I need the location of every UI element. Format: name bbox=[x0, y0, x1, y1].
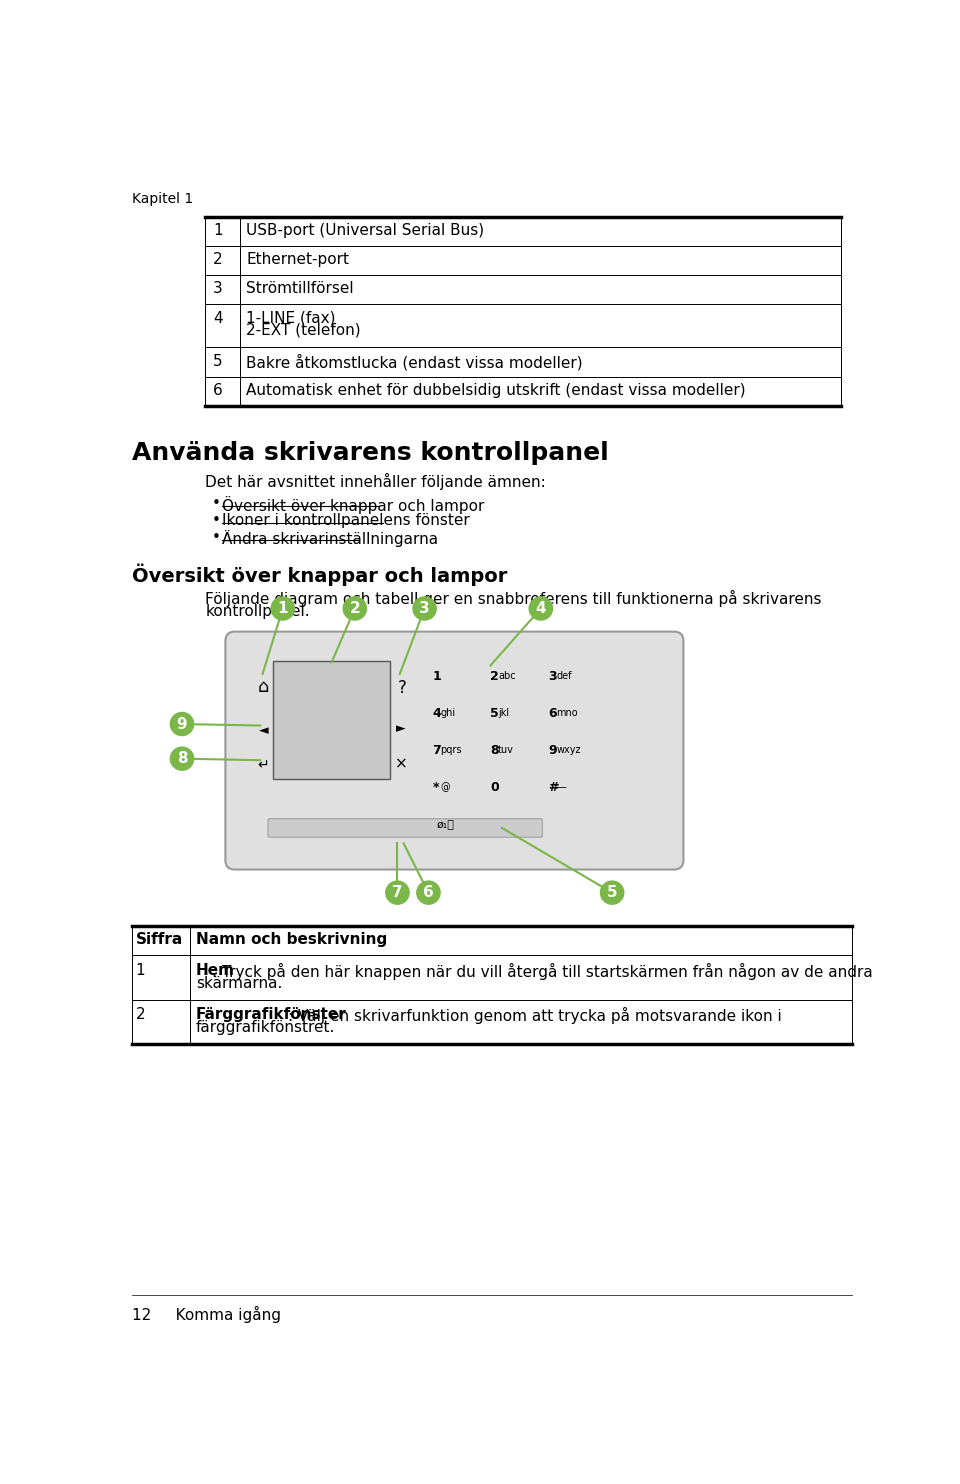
Text: ↵: ↵ bbox=[257, 758, 269, 773]
Text: •: • bbox=[211, 513, 221, 528]
Text: 5: 5 bbox=[607, 884, 617, 901]
Text: Kapitel 1: Kapitel 1 bbox=[132, 191, 193, 206]
Text: 6: 6 bbox=[423, 884, 434, 901]
Text: Siffra: Siffra bbox=[135, 932, 182, 947]
Text: #: # bbox=[548, 781, 559, 794]
Text: ◄: ◄ bbox=[259, 724, 269, 738]
Text: Ethernet-port: Ethernet-port bbox=[247, 252, 349, 267]
Text: 1: 1 bbox=[277, 601, 288, 616]
Text: 3: 3 bbox=[420, 601, 430, 616]
Circle shape bbox=[413, 597, 436, 620]
Text: jkl: jkl bbox=[498, 708, 510, 718]
Text: abc: abc bbox=[498, 671, 516, 681]
Text: färggrafikfönstret.: färggrafikfönstret. bbox=[196, 1021, 335, 1036]
Text: 12     Komma igång: 12 Komma igång bbox=[132, 1306, 280, 1324]
Text: wxyz: wxyz bbox=[557, 745, 581, 755]
Text: skärmarna.: skärmarna. bbox=[196, 976, 282, 991]
Text: Automatisk enhet för dubbelsidig utskrift (endast vissa modeller): Automatisk enhet för dubbelsidig utskrif… bbox=[247, 383, 746, 398]
Text: ►: ► bbox=[396, 721, 405, 735]
Text: Översikt över knappar och lampor: Översikt över knappar och lampor bbox=[223, 496, 485, 513]
Text: USB-port (Universal Serial Bus): USB-port (Universal Serial Bus) bbox=[247, 223, 485, 237]
FancyBboxPatch shape bbox=[274, 660, 390, 779]
Circle shape bbox=[386, 881, 409, 904]
Circle shape bbox=[344, 597, 367, 620]
Text: 2: 2 bbox=[349, 601, 360, 616]
Text: 7: 7 bbox=[392, 884, 403, 901]
Circle shape bbox=[601, 881, 624, 904]
Text: 4: 4 bbox=[536, 601, 546, 616]
Text: •: • bbox=[211, 496, 221, 510]
Text: 6: 6 bbox=[548, 706, 557, 720]
Text: *: * bbox=[432, 781, 439, 794]
Text: 5: 5 bbox=[213, 353, 223, 368]
Text: 4: 4 bbox=[432, 706, 441, 720]
Text: kontrollpanel.: kontrollpanel. bbox=[205, 604, 310, 619]
Text: 1-LINE (fax): 1-LINE (fax) bbox=[247, 310, 336, 325]
Text: : Välj en skrivarfunktion genom att trycka på motsvarande ikon i: : Välj en skrivarfunktion genom att tryc… bbox=[288, 1008, 782, 1024]
Text: : Tryck på den här knappen när du vill återgå till startskärmen från någon av de: : Tryck på den här knappen när du vill å… bbox=[212, 963, 873, 979]
Text: def: def bbox=[557, 671, 572, 681]
Text: Färggrafikfönster: Färggrafikfönster bbox=[196, 1008, 347, 1022]
Text: 9: 9 bbox=[177, 717, 187, 732]
Text: 1: 1 bbox=[135, 963, 145, 978]
Text: 2-EXT (telefon): 2-EXT (telefon) bbox=[247, 324, 361, 338]
Text: 2: 2 bbox=[491, 671, 499, 683]
Text: ghi: ghi bbox=[440, 708, 455, 718]
Text: mno: mno bbox=[557, 708, 578, 718]
Circle shape bbox=[271, 597, 295, 620]
Text: ⌂: ⌂ bbox=[258, 678, 270, 696]
Text: —: — bbox=[557, 782, 566, 792]
Text: 6: 6 bbox=[213, 383, 223, 398]
Text: ?: ? bbox=[397, 680, 406, 697]
Text: 1: 1 bbox=[213, 223, 223, 237]
Text: Ikoner i kontrollpanelens fönster: Ikoner i kontrollpanelens fönster bbox=[223, 513, 470, 528]
Circle shape bbox=[417, 881, 440, 904]
Text: Det här avsnittet innehåller följande ämnen:: Det här avsnittet innehåller följande äm… bbox=[205, 473, 546, 490]
FancyBboxPatch shape bbox=[268, 819, 542, 837]
Text: Ändra skrivarinställningarna: Ändra skrivarinställningarna bbox=[223, 530, 439, 548]
Text: Använda skrivarens kontrollpanel: Använda skrivarens kontrollpanel bbox=[132, 441, 609, 464]
Text: tuv: tuv bbox=[498, 745, 514, 755]
FancyBboxPatch shape bbox=[226, 632, 684, 870]
Text: Strömtillförsel: Strömtillförsel bbox=[247, 282, 354, 297]
Text: Översikt över knappar och lampor: Översikt över knappar och lampor bbox=[132, 564, 507, 586]
Text: 5: 5 bbox=[491, 706, 499, 720]
Text: Hem: Hem bbox=[196, 963, 235, 978]
Text: 4: 4 bbox=[213, 310, 223, 325]
Text: @: @ bbox=[440, 782, 449, 792]
Circle shape bbox=[170, 746, 194, 770]
Text: 9: 9 bbox=[548, 743, 557, 757]
Text: Följande diagram och tabell ger en snabbreferens till funktionerna på skrivarens: Följande diagram och tabell ger en snabb… bbox=[205, 591, 822, 607]
Text: ø₁⭁: ø₁⭁ bbox=[436, 821, 454, 830]
Text: 0: 0 bbox=[491, 781, 499, 794]
Text: 8: 8 bbox=[177, 751, 187, 766]
Circle shape bbox=[170, 712, 194, 736]
Text: pqrs: pqrs bbox=[440, 745, 462, 755]
Text: 2: 2 bbox=[213, 252, 223, 267]
Text: Bakre åtkomstlucka (endast vissa modeller): Bakre åtkomstlucka (endast vissa modelle… bbox=[247, 353, 583, 370]
Text: 3: 3 bbox=[213, 282, 223, 297]
Text: ×: × bbox=[396, 757, 408, 772]
Text: •: • bbox=[211, 530, 221, 545]
Text: 1: 1 bbox=[432, 671, 441, 683]
Circle shape bbox=[529, 597, 552, 620]
Text: 7: 7 bbox=[432, 743, 441, 757]
Text: 3: 3 bbox=[548, 671, 557, 683]
Text: 2: 2 bbox=[135, 1008, 145, 1022]
Text: 8: 8 bbox=[491, 743, 499, 757]
Text: Namn och beskrivning: Namn och beskrivning bbox=[196, 932, 387, 947]
